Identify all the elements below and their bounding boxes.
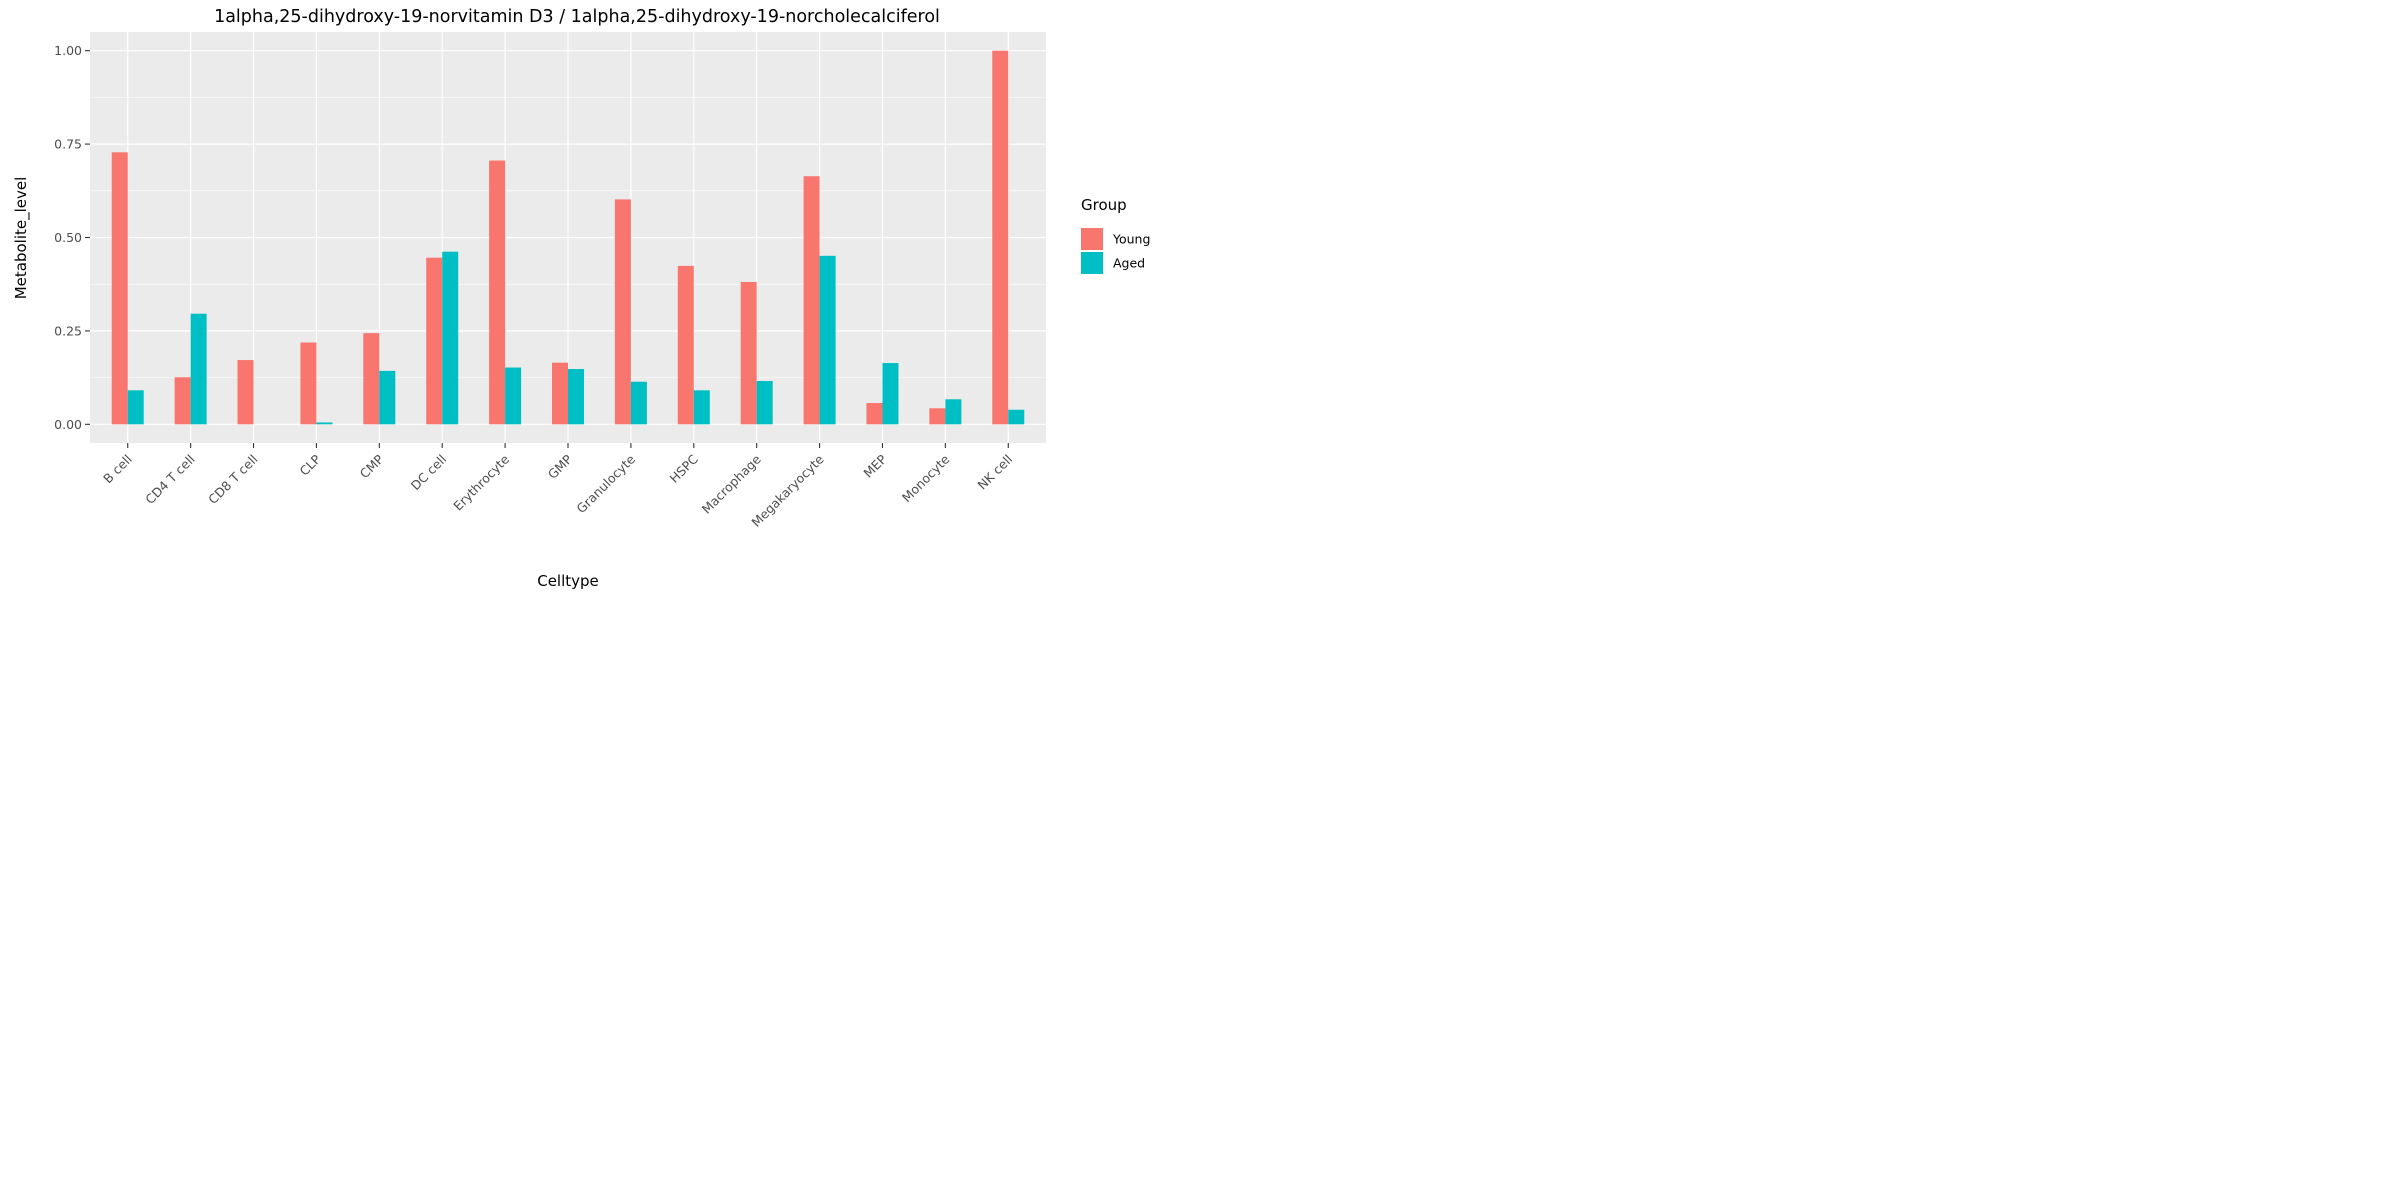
- bar-young-b-cell: [111, 152, 128, 425]
- x-tick-label: Macrophage: [699, 451, 764, 516]
- y-tick-label: 0.00: [54, 417, 82, 432]
- bar-young-nk-cell: [992, 50, 1009, 425]
- x-tick-label: NK cell: [974, 452, 1015, 493]
- legend-label-aged: Aged: [1113, 256, 1145, 271]
- legend-title: Group: [1081, 196, 1127, 214]
- bar-chart: 1alpha,25-dihydroxy-19-norvitamin D3 / 1…: [12, 7, 1150, 590]
- bar-aged-gmp: [568, 369, 584, 425]
- x-tick-label: Granulocyte: [573, 451, 638, 516]
- bar-young-gmp: [552, 362, 568, 425]
- legend-key-young: [1081, 228, 1103, 250]
- bar-young-hspc: [677, 265, 694, 425]
- bar-aged-cd4-t-cell: [190, 313, 207, 425]
- bar-aged-hspc: [693, 390, 710, 425]
- y-tick-label: 0.50: [54, 230, 82, 245]
- bar-young-monocyte: [929, 408, 946, 425]
- y-tick-label: 1.00: [54, 43, 82, 58]
- bar-aged-dc-cell: [442, 251, 459, 425]
- bar-aged-nk-cell: [1008, 409, 1025, 425]
- bars: [111, 50, 1025, 425]
- bar-aged-b-cell: [127, 390, 144, 425]
- bar-young-clp: [300, 342, 317, 425]
- x-axis-title: Celltype: [537, 572, 599, 590]
- x-tick-label: Erythrocyte: [450, 451, 512, 513]
- bar-young-cmp: [363, 333, 380, 425]
- x-axis: B cell CD4 T cell CD8 T cell CLP CMP DC cell E…: [100, 443, 1015, 530]
- y-axis: 0.00 0.25 0.50 0.75 1.00: [54, 43, 90, 432]
- legend: Group Young Aged: [1081, 196, 1150, 274]
- bar-young-cd8-t-cell: [237, 360, 254, 425]
- bar-young-erythrocyte: [489, 160, 506, 425]
- bar-young-dc-cell: [426, 257, 443, 425]
- chart-title: 1alpha,25-dihydroxy-19-norvitamin D3 / 1…: [214, 7, 940, 27]
- x-tick-label: MEP: [860, 451, 889, 480]
- x-tick-label: GMP: [545, 451, 576, 482]
- legend-key-aged: [1081, 252, 1103, 274]
- bar-young-cd4-t-cell: [174, 377, 191, 425]
- x-tick-label: CLP: [297, 451, 324, 478]
- bar-aged-clp: [316, 422, 333, 425]
- x-tick-label: B cell: [100, 452, 135, 487]
- bar-aged-mep: [882, 363, 899, 425]
- x-tick-label: DC cell: [408, 452, 450, 494]
- bar-young-megakaryocyte: [803, 176, 820, 425]
- x-tick-label: CMP: [357, 451, 387, 481]
- bar-aged-monocyte: [945, 399, 962, 425]
- bar-aged-macrophage: [756, 380, 773, 425]
- x-tick-label: CD4 T cell: [142, 452, 197, 507]
- y-axis-title: Metabolite_level: [12, 177, 31, 300]
- bar-young-macrophage: [740, 281, 757, 425]
- y-tick-label: 0.25: [54, 323, 82, 338]
- x-tick-label: Monocyte: [899, 451, 953, 505]
- bar-aged-megakaryocyte: [819, 255, 836, 425]
- bar-young-mep: [866, 403, 883, 425]
- bar-aged-cmp: [379, 370, 396, 425]
- legend-label-young: Young: [1112, 232, 1150, 247]
- bar-aged-erythrocyte: [505, 367, 522, 425]
- x-tick-label: HSPC: [667, 451, 702, 486]
- bar-aged-granulocyte: [630, 381, 647, 425]
- x-tick-label: CD8 T cell: [205, 452, 260, 507]
- bar-young-granulocyte: [614, 199, 631, 425]
- y-tick-label: 0.75: [54, 137, 82, 152]
